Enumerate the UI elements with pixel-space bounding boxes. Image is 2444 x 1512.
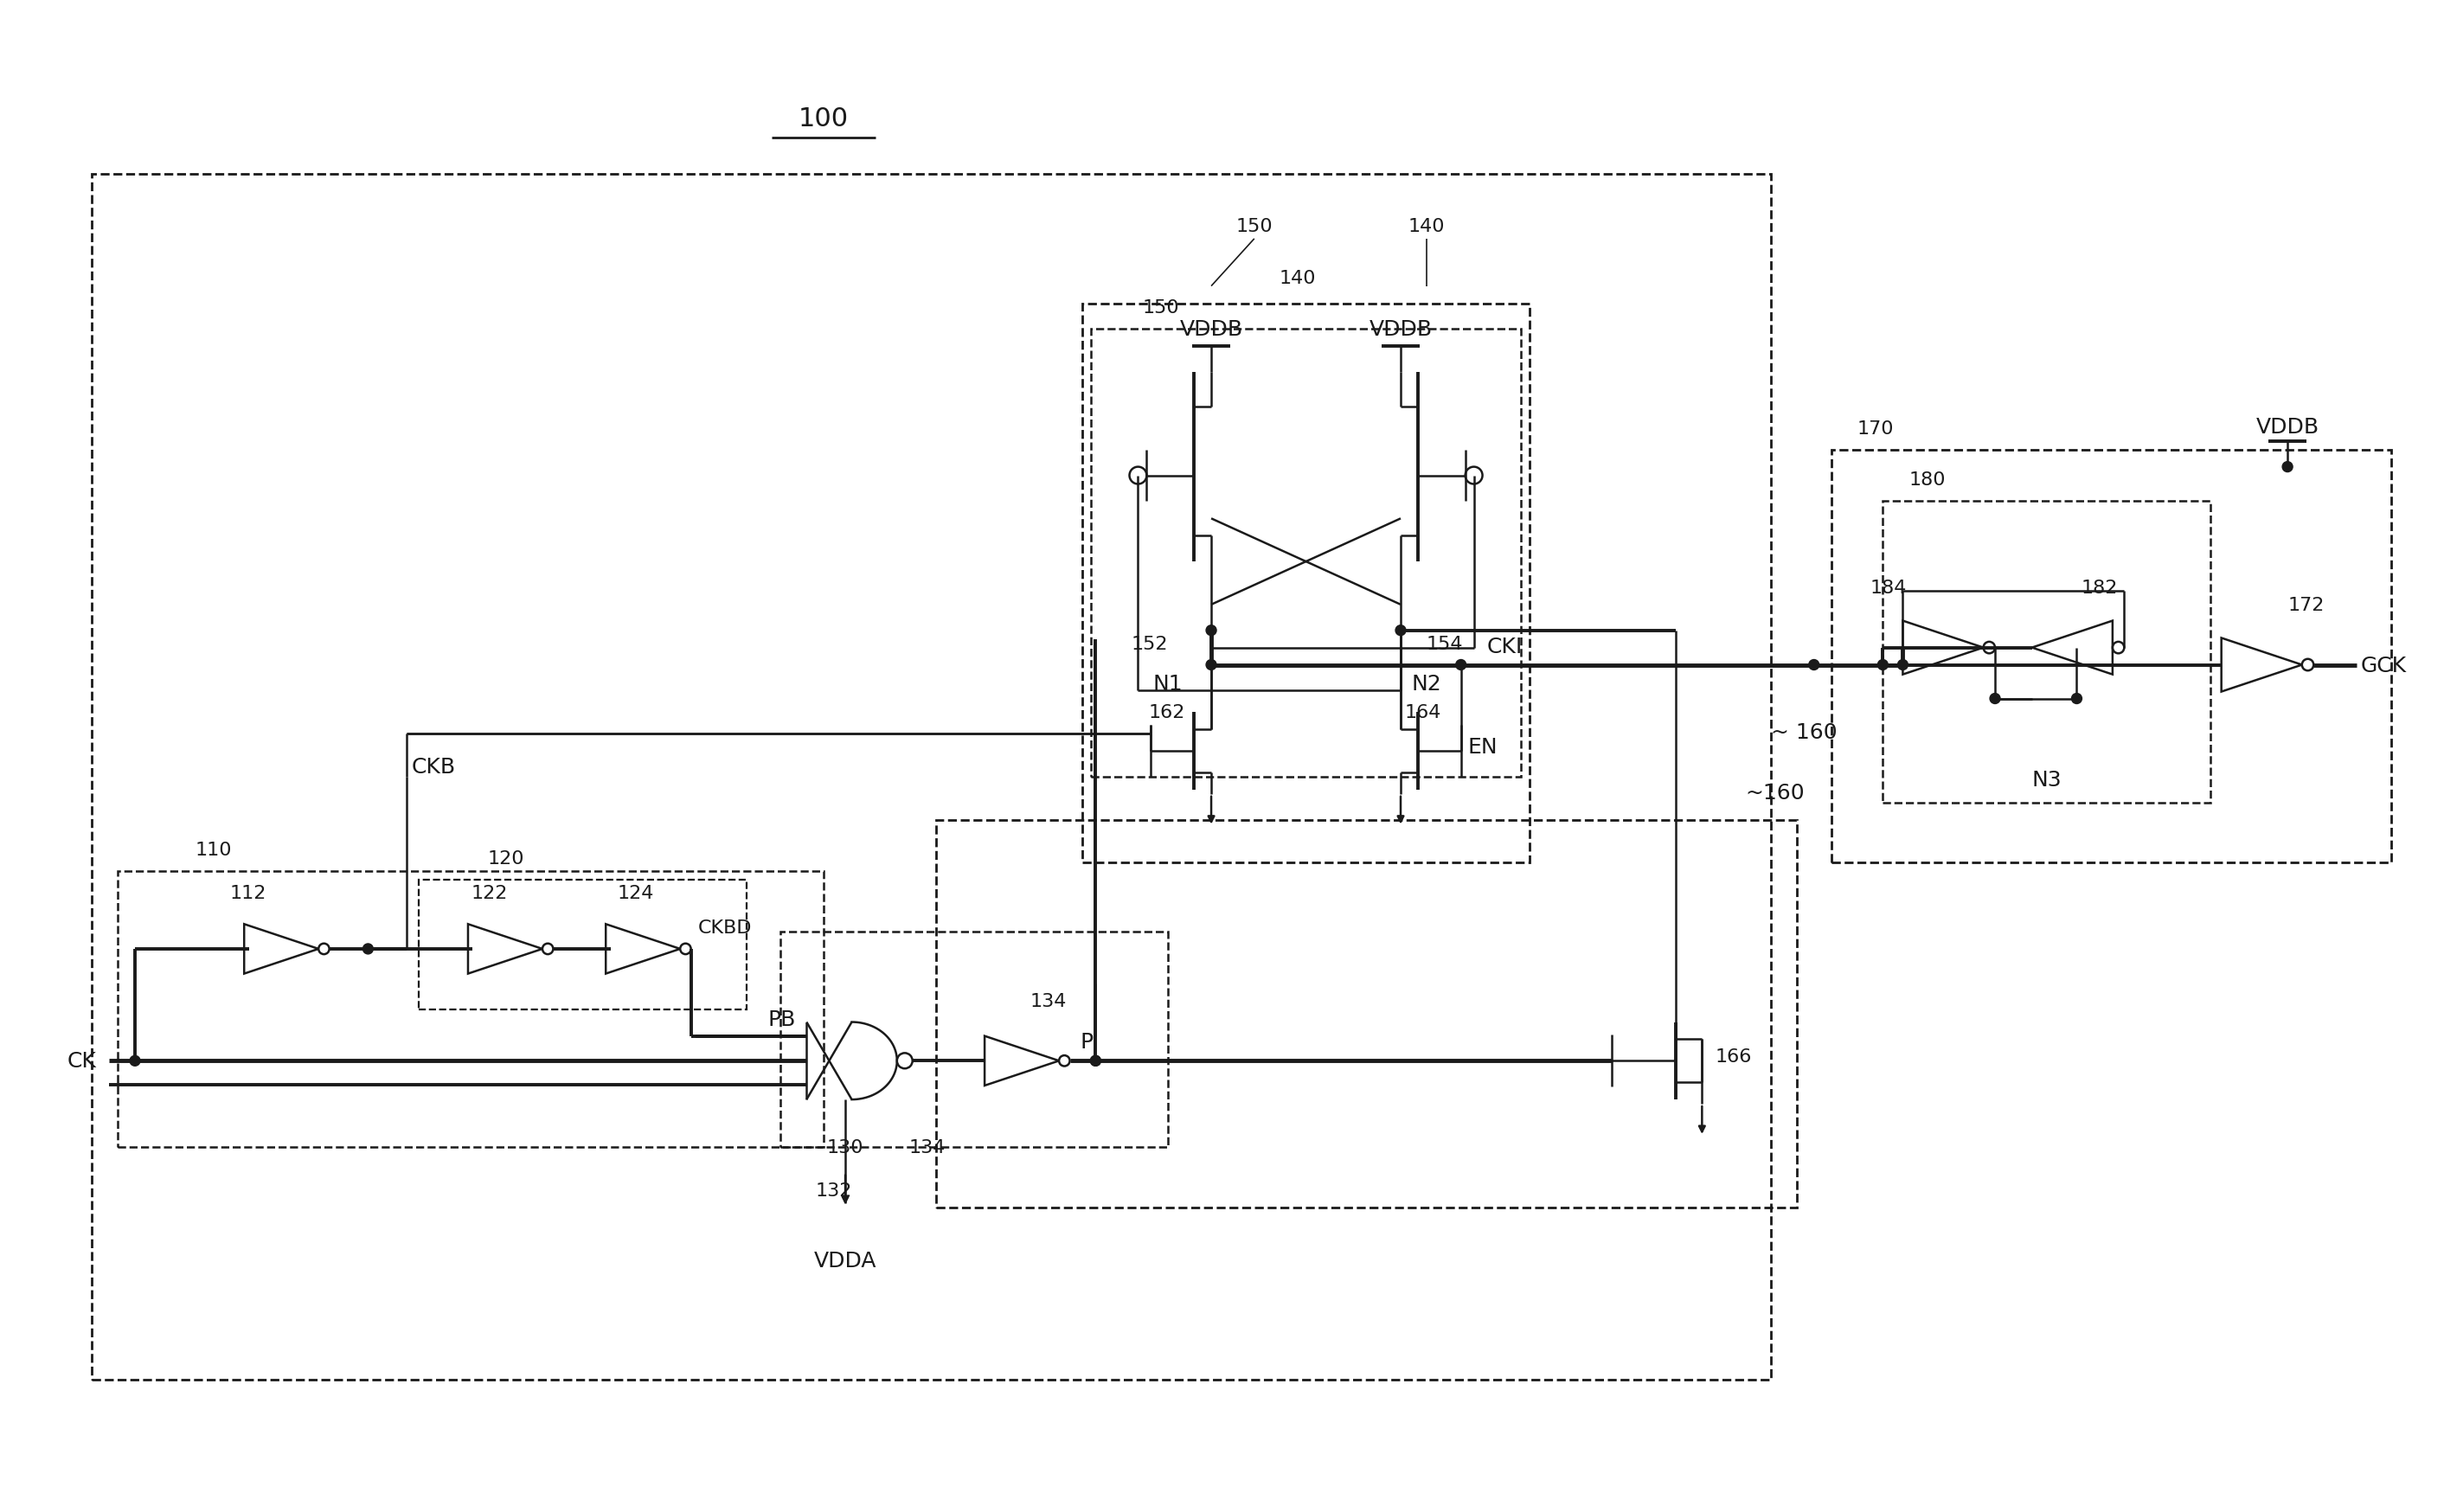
Text: 120: 120 <box>489 850 525 868</box>
Circle shape <box>1989 694 1999 705</box>
Text: 152: 152 <box>1132 635 1168 652</box>
Text: N1: N1 <box>1154 674 1183 694</box>
Text: 162: 162 <box>1149 705 1185 721</box>
Text: 180: 180 <box>1909 472 1945 488</box>
Text: 100: 100 <box>799 107 848 132</box>
Bar <box>1083 304 1530 863</box>
Circle shape <box>1205 661 1217 670</box>
Text: N3: N3 <box>2031 770 2060 789</box>
Text: VDDB: VDDB <box>2256 416 2319 437</box>
Circle shape <box>2073 694 2082 705</box>
Circle shape <box>1090 1055 1100 1066</box>
Text: 154: 154 <box>1427 635 1464 652</box>
Text: GCK: GCK <box>2361 655 2407 676</box>
Text: 140: 140 <box>1408 218 1444 234</box>
Bar <box>1090 330 1520 777</box>
Bar <box>1831 451 2390 863</box>
Circle shape <box>362 943 374 954</box>
Text: 150: 150 <box>1141 299 1180 318</box>
Text: CKI: CKI <box>1486 637 1523 656</box>
Text: VDDA: VDDA <box>814 1250 877 1272</box>
Text: 112: 112 <box>230 885 266 901</box>
Text: VDDB: VDDB <box>1180 319 1244 340</box>
Text: 164: 164 <box>1405 705 1442 721</box>
Text: 184: 184 <box>1870 579 1906 596</box>
Circle shape <box>2283 463 2292 473</box>
Circle shape <box>1457 661 1466 670</box>
Text: P: P <box>1080 1031 1092 1052</box>
Text: 140: 140 <box>1278 269 1315 287</box>
Text: N2: N2 <box>1413 674 1442 694</box>
Text: 134: 134 <box>909 1139 946 1155</box>
Text: ~160: ~160 <box>1745 782 1804 803</box>
Circle shape <box>1897 661 1909 670</box>
Text: CKBD: CKBD <box>699 919 753 936</box>
Bar <box>93 175 1772 1379</box>
Text: 182: 182 <box>2080 579 2117 596</box>
Text: 166: 166 <box>1716 1048 1752 1066</box>
Text: 150: 150 <box>1237 218 1273 234</box>
Circle shape <box>1396 626 1405 637</box>
Text: 130: 130 <box>826 1139 863 1155</box>
Text: PB: PB <box>767 1010 797 1030</box>
Text: 172: 172 <box>2288 596 2324 614</box>
Text: 170: 170 <box>1857 420 1894 437</box>
Circle shape <box>1809 661 1818 670</box>
Text: ~ 160: ~ 160 <box>1772 721 1838 742</box>
Circle shape <box>1205 626 1217 637</box>
Bar <box>418 880 745 1010</box>
Bar <box>1882 502 2209 803</box>
Circle shape <box>1090 1055 1100 1066</box>
Text: 132: 132 <box>816 1181 853 1199</box>
Text: 124: 124 <box>618 885 655 901</box>
Circle shape <box>130 1055 139 1066</box>
Text: 110: 110 <box>196 842 232 859</box>
Bar <box>117 872 824 1148</box>
Text: 122: 122 <box>472 885 508 901</box>
Text: CK: CK <box>66 1051 95 1072</box>
Text: EN: EN <box>1469 736 1498 758</box>
Bar <box>780 931 1168 1148</box>
Bar <box>936 820 1796 1207</box>
Text: 134: 134 <box>1031 992 1068 1010</box>
Text: VDDB: VDDB <box>1369 319 1432 340</box>
Text: CKB: CKB <box>411 756 455 777</box>
Circle shape <box>1877 661 1889 670</box>
